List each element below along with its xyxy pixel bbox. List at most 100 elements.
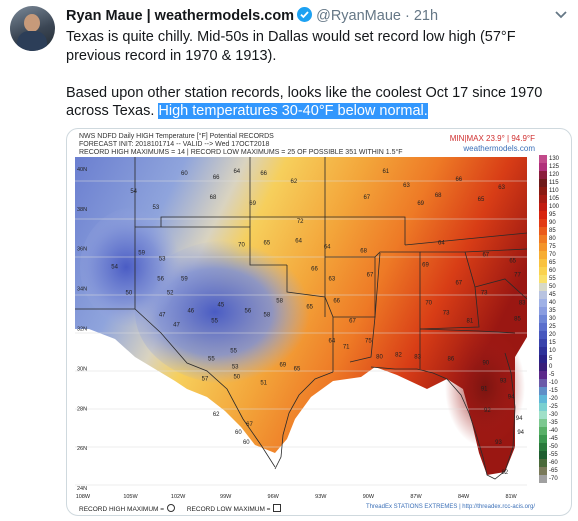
station-value: 68 bbox=[360, 249, 367, 255]
color-scale-step: 45 bbox=[539, 291, 565, 299]
color-scale-label: 65 bbox=[549, 260, 556, 266]
station-value: 71 bbox=[343, 344, 350, 350]
color-swatch bbox=[539, 203, 547, 211]
author-name[interactable]: Ryan Maue | weathermodels.com bbox=[66, 8, 295, 24]
color-swatch bbox=[539, 395, 547, 403]
chevron-down-icon[interactable] bbox=[554, 10, 568, 20]
station-value: 94 bbox=[508, 394, 515, 400]
color-scale-step: 25 bbox=[539, 323, 565, 331]
color-scale-step: -65 bbox=[539, 467, 565, 475]
color-scale-step: 125 bbox=[539, 163, 565, 171]
gulf-coastline bbox=[274, 352, 516, 480]
color-swatch bbox=[539, 435, 547, 443]
color-scale-label: 95 bbox=[549, 212, 556, 218]
color-scale-label: 100 bbox=[549, 204, 560, 210]
station-value: 91 bbox=[481, 386, 488, 392]
color-scale-step: 90 bbox=[539, 219, 565, 227]
station-value: 45 bbox=[218, 303, 225, 309]
color-scale-label: -20 bbox=[549, 396, 558, 402]
station-value: 65 bbox=[264, 241, 271, 247]
color-scale-step: 40 bbox=[539, 299, 565, 307]
station-value: 56 bbox=[157, 277, 164, 283]
color-scale-step: -15 bbox=[539, 387, 565, 395]
color-swatch bbox=[539, 259, 547, 267]
color-swatch bbox=[539, 347, 547, 355]
station-value: 64 bbox=[233, 169, 240, 175]
color-scale-step: -10 bbox=[539, 379, 565, 387]
station-value: 93 bbox=[495, 440, 502, 446]
color-scale-label: -5 bbox=[549, 372, 555, 378]
tweet-media-image[interactable]: NWS NDFD Daily HIGH Temperature [°F] Pot… bbox=[66, 128, 572, 516]
longitude-label: 99W bbox=[220, 494, 232, 500]
color-swatch bbox=[539, 307, 547, 315]
station-value: 59 bbox=[181, 277, 188, 283]
station-value: 63 bbox=[329, 277, 336, 283]
station-value: 58 bbox=[264, 313, 271, 319]
station-value: 57 bbox=[202, 376, 209, 382]
station-value: 64 bbox=[438, 241, 445, 247]
station-value: 64 bbox=[324, 245, 331, 251]
color-scale-label: 55 bbox=[549, 276, 556, 282]
color-swatch bbox=[539, 403, 547, 411]
station-value: 66 bbox=[260, 171, 267, 177]
color-swatch bbox=[539, 427, 547, 435]
station-value: 66 bbox=[455, 177, 462, 183]
color-swatch bbox=[539, 443, 547, 451]
color-swatch bbox=[539, 339, 547, 347]
color-scale-step: -20 bbox=[539, 395, 565, 403]
color-swatch bbox=[539, 187, 547, 195]
color-scale-label: 120 bbox=[549, 172, 560, 178]
longitude-label: 96W bbox=[267, 494, 279, 500]
color-scale-label: 0 bbox=[549, 364, 553, 370]
avatar[interactable] bbox=[10, 6, 55, 51]
latitude-label: 32N bbox=[77, 327, 87, 333]
color-scale-label: 50 bbox=[549, 284, 556, 290]
color-scale-label: 90 bbox=[549, 220, 556, 226]
color-swatch bbox=[539, 195, 547, 203]
station-value: 69 bbox=[422, 263, 429, 269]
station-value: 58 bbox=[276, 299, 283, 305]
tweet-header: Ryan Maue | weathermodels.com @RyanMaue … bbox=[66, 7, 438, 24]
avatar-head bbox=[24, 14, 40, 32]
avatar-body bbox=[17, 31, 47, 51]
station-value: 61 bbox=[382, 169, 389, 175]
color-scale-label: -35 bbox=[549, 420, 558, 426]
color-swatch bbox=[539, 331, 547, 339]
color-swatch bbox=[539, 171, 547, 179]
station-value: 69 bbox=[249, 201, 256, 207]
station-value: 63 bbox=[403, 183, 410, 189]
color-scale-step: 130 bbox=[539, 155, 565, 163]
station-value: 67 bbox=[246, 422, 253, 428]
map-title: NWS NDFD Daily HIGH Temperature [°F] Pot… bbox=[79, 133, 403, 157]
color-scale-step: 55 bbox=[539, 275, 565, 283]
station-value: 72 bbox=[297, 219, 304, 225]
hot-anomaly-area bbox=[445, 327, 525, 447]
color-scale-label: 70 bbox=[549, 252, 556, 258]
color-scale-step: 30 bbox=[539, 315, 565, 323]
author-handle[interactable]: @RyanMaue bbox=[316, 8, 401, 24]
station-value: 85 bbox=[514, 317, 521, 323]
color-scale-label: -60 bbox=[549, 460, 558, 466]
station-value: 68 bbox=[210, 195, 217, 201]
station-value: 60 bbox=[235, 430, 242, 436]
station-value: 65 bbox=[294, 366, 301, 372]
color-swatch bbox=[539, 235, 547, 243]
station-value: 70 bbox=[238, 243, 245, 249]
station-value: 80 bbox=[376, 354, 383, 360]
mexico-border bbox=[134, 308, 276, 468]
station-value: 60 bbox=[181, 171, 188, 177]
color-scale-step: -50 bbox=[539, 443, 565, 451]
station-value: 70 bbox=[425, 301, 432, 307]
color-scale-step: -40 bbox=[539, 427, 565, 435]
tweet-timestamp[interactable]: 21h bbox=[413, 8, 439, 24]
longitude-label: 102W bbox=[170, 494, 186, 500]
color-swatch bbox=[539, 363, 547, 371]
latitude-label: 38N bbox=[77, 207, 87, 213]
color-swatch bbox=[539, 323, 547, 331]
color-swatch bbox=[539, 267, 547, 275]
color-scale-label: 10 bbox=[549, 348, 556, 354]
tweet-text-body: Based upon other station records, looks … bbox=[66, 84, 543, 120]
latitude-label: 40N bbox=[77, 167, 87, 173]
color-swatch bbox=[539, 475, 547, 483]
